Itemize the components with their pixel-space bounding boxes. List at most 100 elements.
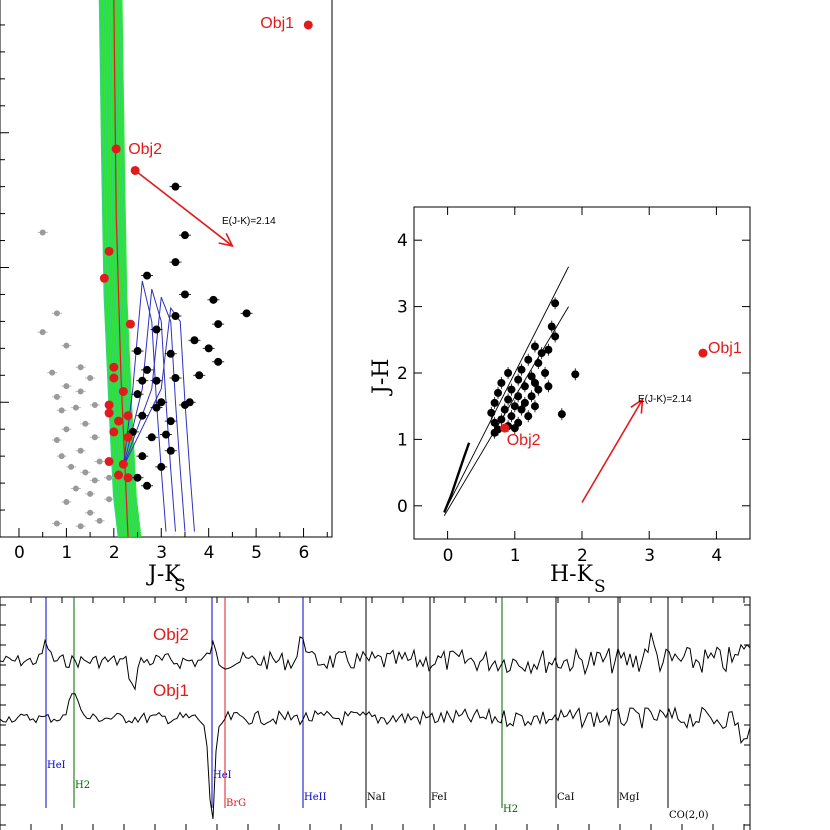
ccd-star-point	[490, 418, 499, 427]
ccd-y-tick-label: 4	[397, 231, 408, 251]
ccd-star-point	[510, 402, 519, 411]
candidate-point	[104, 246, 114, 256]
cmd-reddening-arrow	[134, 169, 234, 248]
ccd-candidate-label: Obj2	[507, 432, 541, 449]
field-star-point	[82, 420, 89, 427]
spectral-line-label: HeI	[213, 770, 232, 781]
ccd-arrow-head	[630, 397, 644, 414]
spectral-line-label: H2	[503, 804, 518, 815]
cluster-star-point	[138, 376, 147, 385]
isochrone-green	[105, 0, 127, 538]
spectral-line-label: MgI	[619, 792, 640, 803]
candidate-label: Obj1	[260, 15, 294, 32]
spectrum-obj2	[0, 632, 751, 691]
field-star-point	[77, 364, 84, 371]
spectral-line-label: H2	[75, 780, 90, 791]
cluster-star-point	[143, 271, 152, 280]
ccd-candidate-label: Obj1	[708, 340, 742, 357]
isochrone-green	[102, 0, 124, 538]
ccd-arrow-label: E(J-K)=2.14	[638, 394, 692, 405]
candidate-point	[118, 459, 128, 469]
x-tick-label: 2	[109, 543, 120, 563]
cmd-panel: Obj1 Obj2 E(J-K)=2.14 0 1 2 3 4 5 6 J-K S	[0, 0, 333, 596]
isochrone-green	[118, 0, 140, 538]
cluster-star-point	[133, 390, 142, 399]
spectral-line-markers: HeI H2 HeI BrG HeII NaI FeI H2 CaI MgI CO(2,0)	[45, 597, 709, 821]
cluster-star-point	[166, 349, 175, 358]
field-star-point	[72, 485, 79, 492]
isochrone-blue	[122, 296, 186, 532]
cmd-candidate-points: Obj1 Obj2	[99, 15, 313, 483]
candidate-point	[123, 432, 133, 442]
ccd-star-point	[527, 392, 536, 401]
cluster-star-point	[171, 373, 180, 382]
ccd-cluster-stars	[487, 297, 580, 439]
ccd-x-tick-label: 1	[510, 546, 521, 566]
ccd-star-point	[510, 424, 519, 433]
spectra-plot-frame	[0, 596, 751, 830]
field-star-point	[72, 404, 79, 411]
spectra-curves	[0, 632, 751, 819]
cluster-star-point	[171, 312, 180, 321]
field-star-point	[91, 434, 98, 441]
isochrone-green	[108, 0, 130, 538]
isochrone-green	[98, 0, 120, 538]
candidate-point	[111, 144, 121, 154]
field-star-point	[91, 477, 98, 484]
ccd-star-point	[571, 370, 580, 379]
isochrone-green	[120, 0, 142, 538]
candidate-point	[114, 470, 124, 480]
ccd-star-point	[497, 415, 506, 424]
cmd-arrow-head	[218, 233, 234, 248]
ccd-arrow-shaft	[581, 399, 644, 503]
ccd-reddening-band	[443, 266, 569, 516]
cluster-star-point	[195, 371, 204, 380]
spectra-ticks	[0, 597, 750, 830]
cmd-arrow-label: E(J-K)=2.14	[222, 216, 276, 227]
field-star-point	[63, 498, 70, 505]
ccd-star-point	[530, 342, 539, 351]
field-star-point	[77, 523, 84, 530]
spectral-line-label: CaI	[557, 792, 575, 803]
ccd-star-point	[557, 410, 566, 419]
cluster-star-point	[185, 398, 194, 407]
cluster-star-point	[180, 231, 189, 240]
isochrone-green	[115, 0, 137, 538]
cluster-star-point	[214, 357, 223, 366]
field-star-point	[63, 342, 70, 349]
ccd-plot-frame	[413, 206, 751, 540]
x-tick-label: 5	[251, 543, 262, 563]
cmd-x-ticks: 0 1 2 3 4 5 6	[0, 24, 328, 563]
field-star-point	[91, 401, 98, 408]
field-star-point	[106, 496, 113, 503]
ccd-axis-ticks: 0 1 2 3 4 0 1 2 3 4	[397, 207, 750, 566]
x-tick-label: 1	[61, 543, 72, 563]
ccd-star-point	[527, 372, 536, 381]
field-star-point	[53, 436, 60, 443]
ccd-star-point	[530, 402, 539, 411]
candidate-point	[104, 457, 114, 467]
cluster-star-point	[204, 344, 213, 353]
ccd-x-tick-label: 2	[577, 546, 588, 566]
ccd-star-point	[547, 322, 556, 331]
ccd-star-point	[544, 382, 553, 391]
ccd-y-tick-label: 2	[397, 364, 408, 384]
x-tick-label: 4	[204, 543, 215, 563]
ccd-x-axis-subscript: S	[594, 577, 606, 597]
isochrone-blue	[122, 288, 176, 532]
ccd-star-point	[504, 395, 513, 404]
ccd-reddening-arrow	[581, 397, 644, 503]
ccd-star-point	[514, 392, 523, 401]
ccd-star-point	[551, 299, 560, 308]
ccd-y-axis-label: J-H	[369, 359, 394, 396]
candidate-point	[109, 362, 119, 372]
field-star-point	[53, 520, 60, 527]
ccd-x-tick-label: 4	[711, 546, 722, 566]
candidate-point	[114, 416, 124, 426]
ccd-star-point	[500, 405, 509, 414]
isochrone-green	[117, 0, 139, 538]
field-star-point	[49, 369, 56, 376]
cmd-isochrones	[98, 0, 195, 538]
cluster-star-point	[180, 290, 189, 299]
